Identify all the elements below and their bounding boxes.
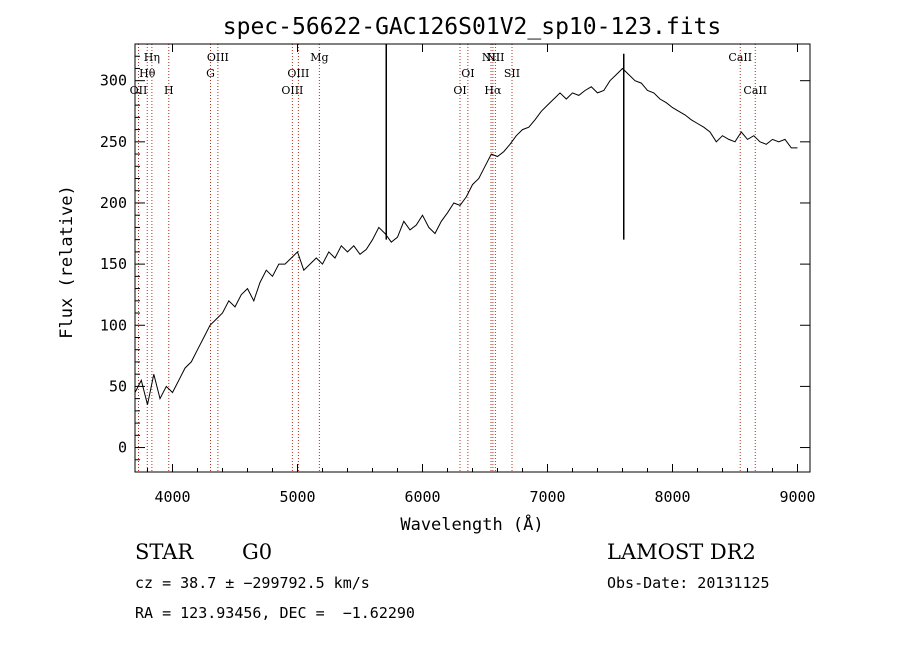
y-tick-label-300: 300	[100, 72, 127, 90]
spectrum-line-0	[134, 67, 798, 405]
x-tick-label-5000: 5000	[279, 488, 315, 506]
spectral-line-label-9: OI	[453, 84, 466, 97]
spectral-line-label-15: CaII	[728, 51, 752, 64]
y-axis-label: Flux (relative)	[57, 185, 77, 339]
spectral-line-label-14: SII	[504, 67, 520, 80]
spectral-subclass: G0	[242, 540, 273, 564]
redshift-info: cz = 38.7 ± −299792.5 km/s	[135, 574, 370, 592]
spectral-line-label-13: NII	[486, 51, 504, 64]
spectral-line-label-0: OII	[130, 84, 148, 97]
survey-name: LAMOST DR2	[607, 540, 756, 564]
y-tick-label-0: 0	[118, 439, 127, 457]
spectral-line-label-1: Hθ	[139, 67, 156, 80]
object-class: STAR	[135, 540, 194, 564]
spectral-line-label-16: CaII	[743, 84, 767, 97]
spectral-line-label-8: Mg	[310, 51, 328, 64]
y-tick-label-200: 200	[100, 194, 127, 212]
spectral-line-label-3: H	[164, 84, 174, 97]
coordinates: RA = 123.93456, DEC = −1.62290	[135, 604, 415, 622]
chart-title: spec-56622-GAC126S01V2_sp10-123.fits	[223, 14, 722, 40]
y-tick-label-250: 250	[100, 133, 127, 151]
x-tick-label-4000: 4000	[154, 488, 190, 506]
plot-frame	[134, 43, 811, 473]
spectral-line-label-4: G	[206, 67, 215, 80]
x-tick-label-9000: 9000	[779, 488, 815, 506]
x-tick-label-7000: 7000	[529, 488, 565, 506]
y-tick-label-100: 100	[100, 316, 127, 334]
y-tick-label-150: 150	[100, 255, 127, 273]
spectral-line-label-7: OIII	[287, 67, 309, 80]
x-tick-label-8000: 8000	[654, 488, 690, 506]
y-tick-label-50: 50	[109, 377, 127, 395]
obs-date: Obs-Date: 20131125	[607, 574, 770, 592]
spectral-line-label-2: Hη	[144, 51, 160, 64]
spectral-line-label-12: Hα	[484, 84, 502, 97]
spectral-line-label-6: OIII	[281, 84, 303, 97]
spectral-line-label-5: OIII	[207, 51, 229, 64]
x-axis-label: Wavelength (Å)	[400, 513, 543, 535]
x-tick-label-6000: 6000	[404, 488, 440, 506]
spectral-line-label-10: OI	[461, 67, 474, 80]
spectral-line-label-11: NII	[482, 51, 500, 64]
